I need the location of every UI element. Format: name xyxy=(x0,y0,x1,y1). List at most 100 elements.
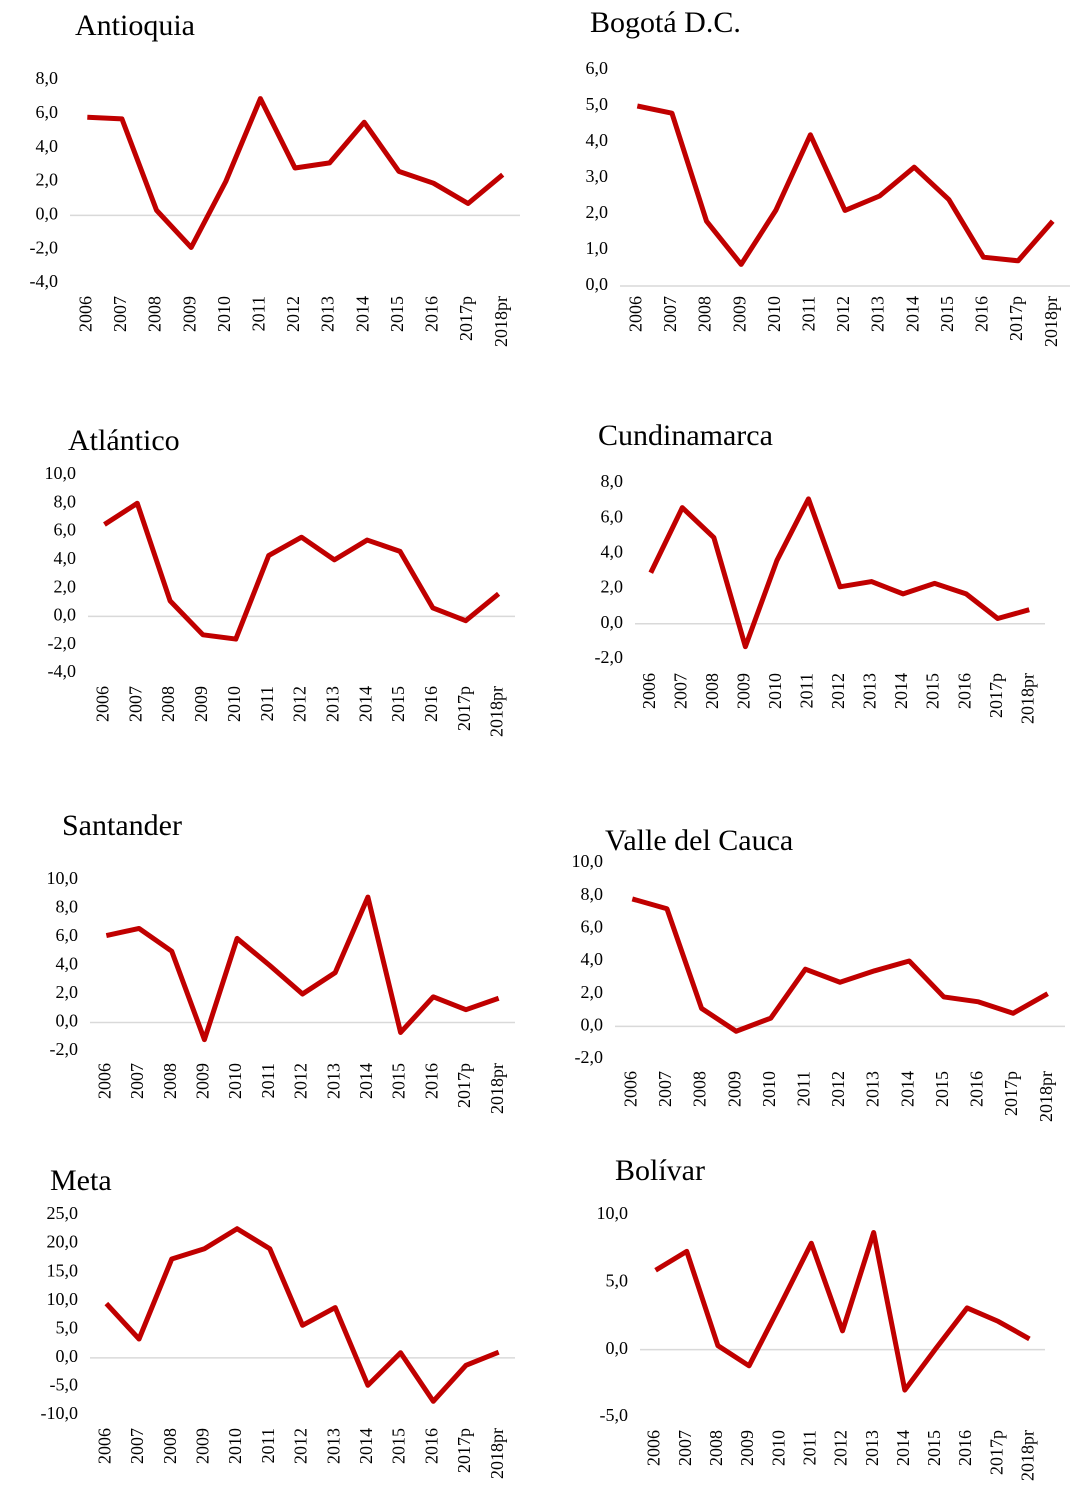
x-tick-label: 2018pr xyxy=(487,1428,507,1479)
x-tick-label: 2017p xyxy=(1006,296,1026,341)
y-tick-label: 5,0 xyxy=(56,1317,79,1337)
x-tick-label: 2010 xyxy=(764,296,784,332)
x-tick-label: 2009 xyxy=(729,296,749,332)
y-tick-label: 10,0 xyxy=(47,1289,79,1309)
y-tick-label: 25,0 xyxy=(47,1203,79,1223)
y-tick-label: 4,0 xyxy=(54,548,77,568)
x-tick-label: 2006 xyxy=(639,673,659,709)
chart-title: Bogotá D.C. xyxy=(590,6,741,39)
x-tick-label: 2015 xyxy=(923,673,943,709)
y-tick-label: 3,0 xyxy=(586,166,609,186)
x-tick-label: 2016 xyxy=(972,296,992,332)
y-tick-label: -2,0 xyxy=(50,1039,79,1059)
x-tick-label: 2017p xyxy=(454,686,474,731)
line-chart: Bogotá D.C. 0,0 1,0 2,0 3,0 4,0 5,0 6,0 2006 2007… xyxy=(586,6,1070,347)
x-tick-label: 2015 xyxy=(388,686,408,722)
y-tick-label: -2,0 xyxy=(30,237,59,257)
x-tick-label: 2011 xyxy=(797,673,817,708)
data-line xyxy=(105,894,500,1043)
x-tick-label: 2009 xyxy=(179,296,199,332)
y-tick-label: 5,0 xyxy=(586,94,609,114)
x-tick-label: 2012 xyxy=(291,1428,311,1464)
x-tick-label: 2014 xyxy=(902,296,922,332)
x-tick-label: 2011 xyxy=(794,1071,814,1106)
x-tick-label: 2010 xyxy=(224,686,244,722)
x-tick-label: 2013 xyxy=(868,296,888,332)
y-tick-label: 10,0 xyxy=(572,851,604,871)
y-tick-label: -4,0 xyxy=(30,271,59,291)
x-tick-label: 2009 xyxy=(734,673,754,709)
x-tick-label: 2018pr xyxy=(1017,673,1037,724)
x-tick-label: 2008 xyxy=(145,296,165,332)
x-tick-label: 2009 xyxy=(193,1063,213,1099)
y-tick-label: 6,0 xyxy=(56,925,79,945)
y-tick-label: 6,0 xyxy=(581,916,604,936)
y-tick-label: 5,0 xyxy=(606,1270,629,1290)
y-tick-label: -2,0 xyxy=(595,647,624,667)
y-tick-label: 4,0 xyxy=(581,949,604,969)
x-tick-label: 2017p xyxy=(986,1430,1006,1475)
x-tick-label: 2007 xyxy=(110,296,130,332)
x-tick-label: 2009 xyxy=(193,1428,213,1464)
x-tick-label: 2013 xyxy=(860,673,880,709)
x-tick-label: 2015 xyxy=(924,1430,944,1466)
x-tick-label: 2013 xyxy=(318,296,338,332)
y-tick-label: 1,0 xyxy=(586,238,609,258)
x-tick-label: 2018pr xyxy=(487,686,507,737)
y-tick-label: 6,0 xyxy=(36,102,59,122)
y-tick-label: 0,0 xyxy=(606,1338,629,1358)
x-tick-label: 2006 xyxy=(75,296,95,332)
y-tick-label: 0,0 xyxy=(586,274,609,294)
x-tick-label: 2017p xyxy=(454,1428,474,1473)
y-tick-label: 0,0 xyxy=(581,1014,604,1034)
line-chart: Valle del Cauca -2,0 0,0 2,0 4,0 6,0 8,0 10,0 20… xyxy=(572,824,1065,1122)
data-line xyxy=(654,1230,1031,1393)
x-tick-label: 2008 xyxy=(158,686,178,722)
x-tick-label: 2018pr xyxy=(1018,1430,1038,1481)
x-tick-label: 2011 xyxy=(258,1063,278,1098)
y-tick-label: -10,0 xyxy=(41,1403,79,1423)
x-tick-label: 2006 xyxy=(94,1428,114,1464)
x-tick-label: 2006 xyxy=(620,1071,640,1107)
line-chart: Antioquia -4,0 -2,0 0,0 2,0 4,0 6,0 8,0 2006 2007… xyxy=(30,9,520,347)
x-tick-label: 2006 xyxy=(93,686,113,722)
x-tick-label: 2017p xyxy=(1001,1071,1021,1116)
line-chart: Meta -10,0 -5,0 0,0 5,0 10,0 15,0 20,0 25,0 2006 2… xyxy=(41,1164,515,1479)
x-tick-label: 2012 xyxy=(291,1063,311,1099)
x-tick-label: 2007 xyxy=(127,1428,147,1464)
x-tick-label: 2007 xyxy=(125,686,145,722)
x-tick-label: 2014 xyxy=(891,673,911,709)
y-tick-label: 4,0 xyxy=(601,542,624,562)
y-tick-label: 10,0 xyxy=(597,1203,629,1223)
y-tick-label: -2,0 xyxy=(48,633,77,653)
data-line xyxy=(631,896,1049,1034)
x-tick-label: 2017p xyxy=(456,296,476,341)
x-tick-label: 2007 xyxy=(660,296,680,332)
y-tick-label: 4,0 xyxy=(586,130,609,150)
x-tick-label: 2015 xyxy=(932,1071,952,1107)
y-tick-label: 0,0 xyxy=(56,1346,79,1366)
x-tick-label: 2011 xyxy=(799,1430,819,1465)
line-chart: Atlántico -4,0 -2,0 0,0 2,0 4,0 6,0 8,0 10,0 2006… xyxy=(45,424,515,737)
y-tick-label: 0,0 xyxy=(601,612,624,632)
y-tick-label: 8,0 xyxy=(56,897,79,917)
y-tick-label: 0,0 xyxy=(56,1011,79,1031)
y-tick-label: -4,0 xyxy=(48,661,77,681)
x-tick-label: 2018pr xyxy=(1036,1071,1056,1122)
x-tick-label: 2013 xyxy=(323,1428,343,1464)
data-line xyxy=(648,496,1030,650)
x-tick-label: 2007 xyxy=(675,1430,695,1466)
x-tick-label: 2010 xyxy=(765,673,785,709)
line-chart: Bolívar -5,0 0,0 5,0 10,0 2006 2007 2008 2009 201… xyxy=(597,1154,1045,1481)
x-tick-label: 2017p xyxy=(986,673,1006,718)
line-chart: Santander -2,0 0,0 2,0 4,0 6,0 8,0 10,0 2006 2007… xyxy=(47,809,515,1114)
x-tick-label: 2011 xyxy=(249,296,269,331)
x-tick-label: 2016 xyxy=(421,1428,441,1464)
x-tick-label: 2008 xyxy=(706,1430,726,1466)
chart-title: Antioquia xyxy=(75,9,195,42)
x-tick-label: 2016 xyxy=(955,1430,975,1466)
x-tick-label: 2008 xyxy=(695,296,715,332)
x-tick-label: 2006 xyxy=(625,296,645,332)
y-tick-label: 2,0 xyxy=(54,576,77,596)
y-tick-label: 15,0 xyxy=(47,1260,79,1280)
